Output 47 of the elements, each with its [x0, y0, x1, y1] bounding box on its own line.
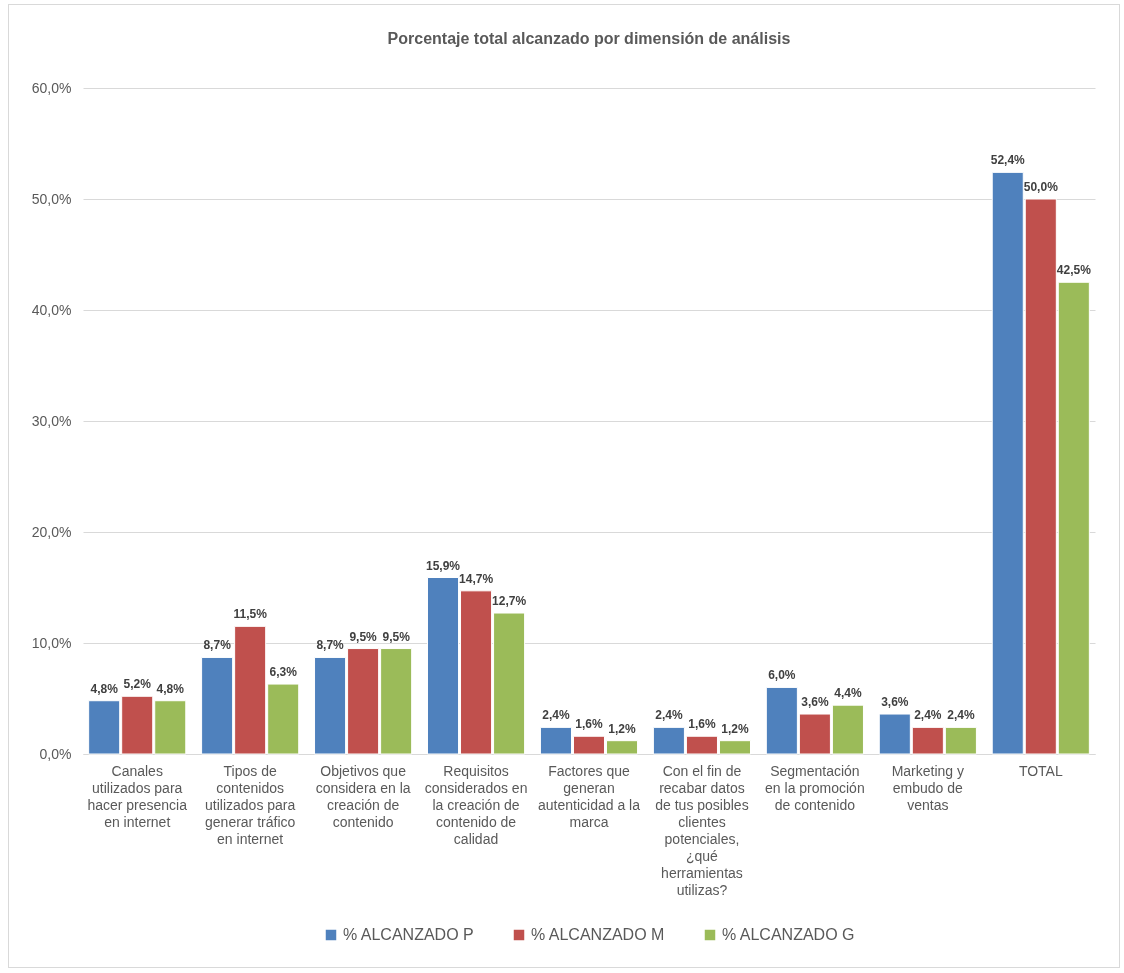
x-tick-label: Marketing y embudo de ventas — [891, 762, 965, 813]
data-label: 2,4% — [947, 708, 975, 723]
legend-label: % ALCANZADO G — [722, 926, 855, 943]
data-label: 8,7% — [203, 638, 232, 653]
data-label: 4,4% — [834, 686, 862, 701]
x-tick-label: Canales utilizados para hacer presencia en internet — [87, 762, 188, 830]
data-label: 2,4% — [542, 708, 570, 723]
data-label: 1,6% — [688, 717, 716, 732]
data-label: 15,9% — [426, 558, 461, 573]
data-label: 52,4% — [990, 153, 1026, 168]
data-label: 8,7% — [316, 638, 345, 653]
data-label: 4,8% — [90, 681, 119, 696]
data-label: 50,0% — [1023, 180, 1059, 194]
x-tick-label: Segmentación en la promoción de contenido — [765, 762, 865, 813]
data-label: 9,5% — [382, 629, 411, 644]
y-tick-label: 50,0% — [31, 190, 72, 207]
y-tick-label: 20,0% — [31, 523, 72, 540]
data-label: 3,6% — [801, 695, 829, 710]
y-tick-label: 40,0% — [31, 301, 72, 318]
x-tick-label: TOTAL — [1018, 762, 1063, 779]
data-label: 14,7% — [459, 571, 494, 586]
data-label: 6,3% — [269, 665, 298, 680]
data-label: 5,2% — [123, 677, 152, 692]
data-label: 12,7% — [492, 594, 527, 609]
data-label: 4,8% — [156, 681, 185, 696]
data-label: 1,2% — [608, 721, 637, 736]
y-tick-label: 10,0% — [31, 634, 72, 651]
x-tick-label: Requisitos considerados en la creación de contenido de calidad — [424, 762, 528, 847]
x-tick-label: Con el fin de recabar datos de tus posibles clientes potenciales, ¿qué herramientas utilizas? — [655, 762, 749, 898]
chart-title: Porcentaje total alcanzado por dimensión de análisis — [387, 30, 791, 47]
data-label: 2,4% — [655, 708, 683, 723]
y-tick-label: 30,0% — [31, 412, 72, 429]
data-label: 11,5% — [233, 607, 268, 622]
data-label: 6,0% — [768, 668, 796, 683]
data-label: 42,5% — [1056, 263, 1092, 278]
x-tick-label: Factores que generan autenticidad a la marca — [538, 762, 641, 830]
data-label: 1,2% — [721, 721, 749, 736]
data-label: 3,6% — [881, 695, 909, 710]
data-label: 2,4% — [914, 708, 942, 723]
data-label: 9,5% — [349, 629, 378, 644]
x-tick-label: Tipos de contenidos utilizados para generar tráfico en internet — [205, 762, 296, 847]
y-tick-label: 60,0% — [31, 79, 72, 96]
legend-label: % ALCANZADO M — [531, 926, 665, 943]
x-tick-label: Objetivos que considera en la creación de contenido — [315, 762, 411, 830]
y-tick-label: 0,0% — [39, 745, 72, 762]
data-label: 1,6% — [575, 717, 603, 732]
legend-label: % ALCANZADO P — [343, 926, 474, 943]
